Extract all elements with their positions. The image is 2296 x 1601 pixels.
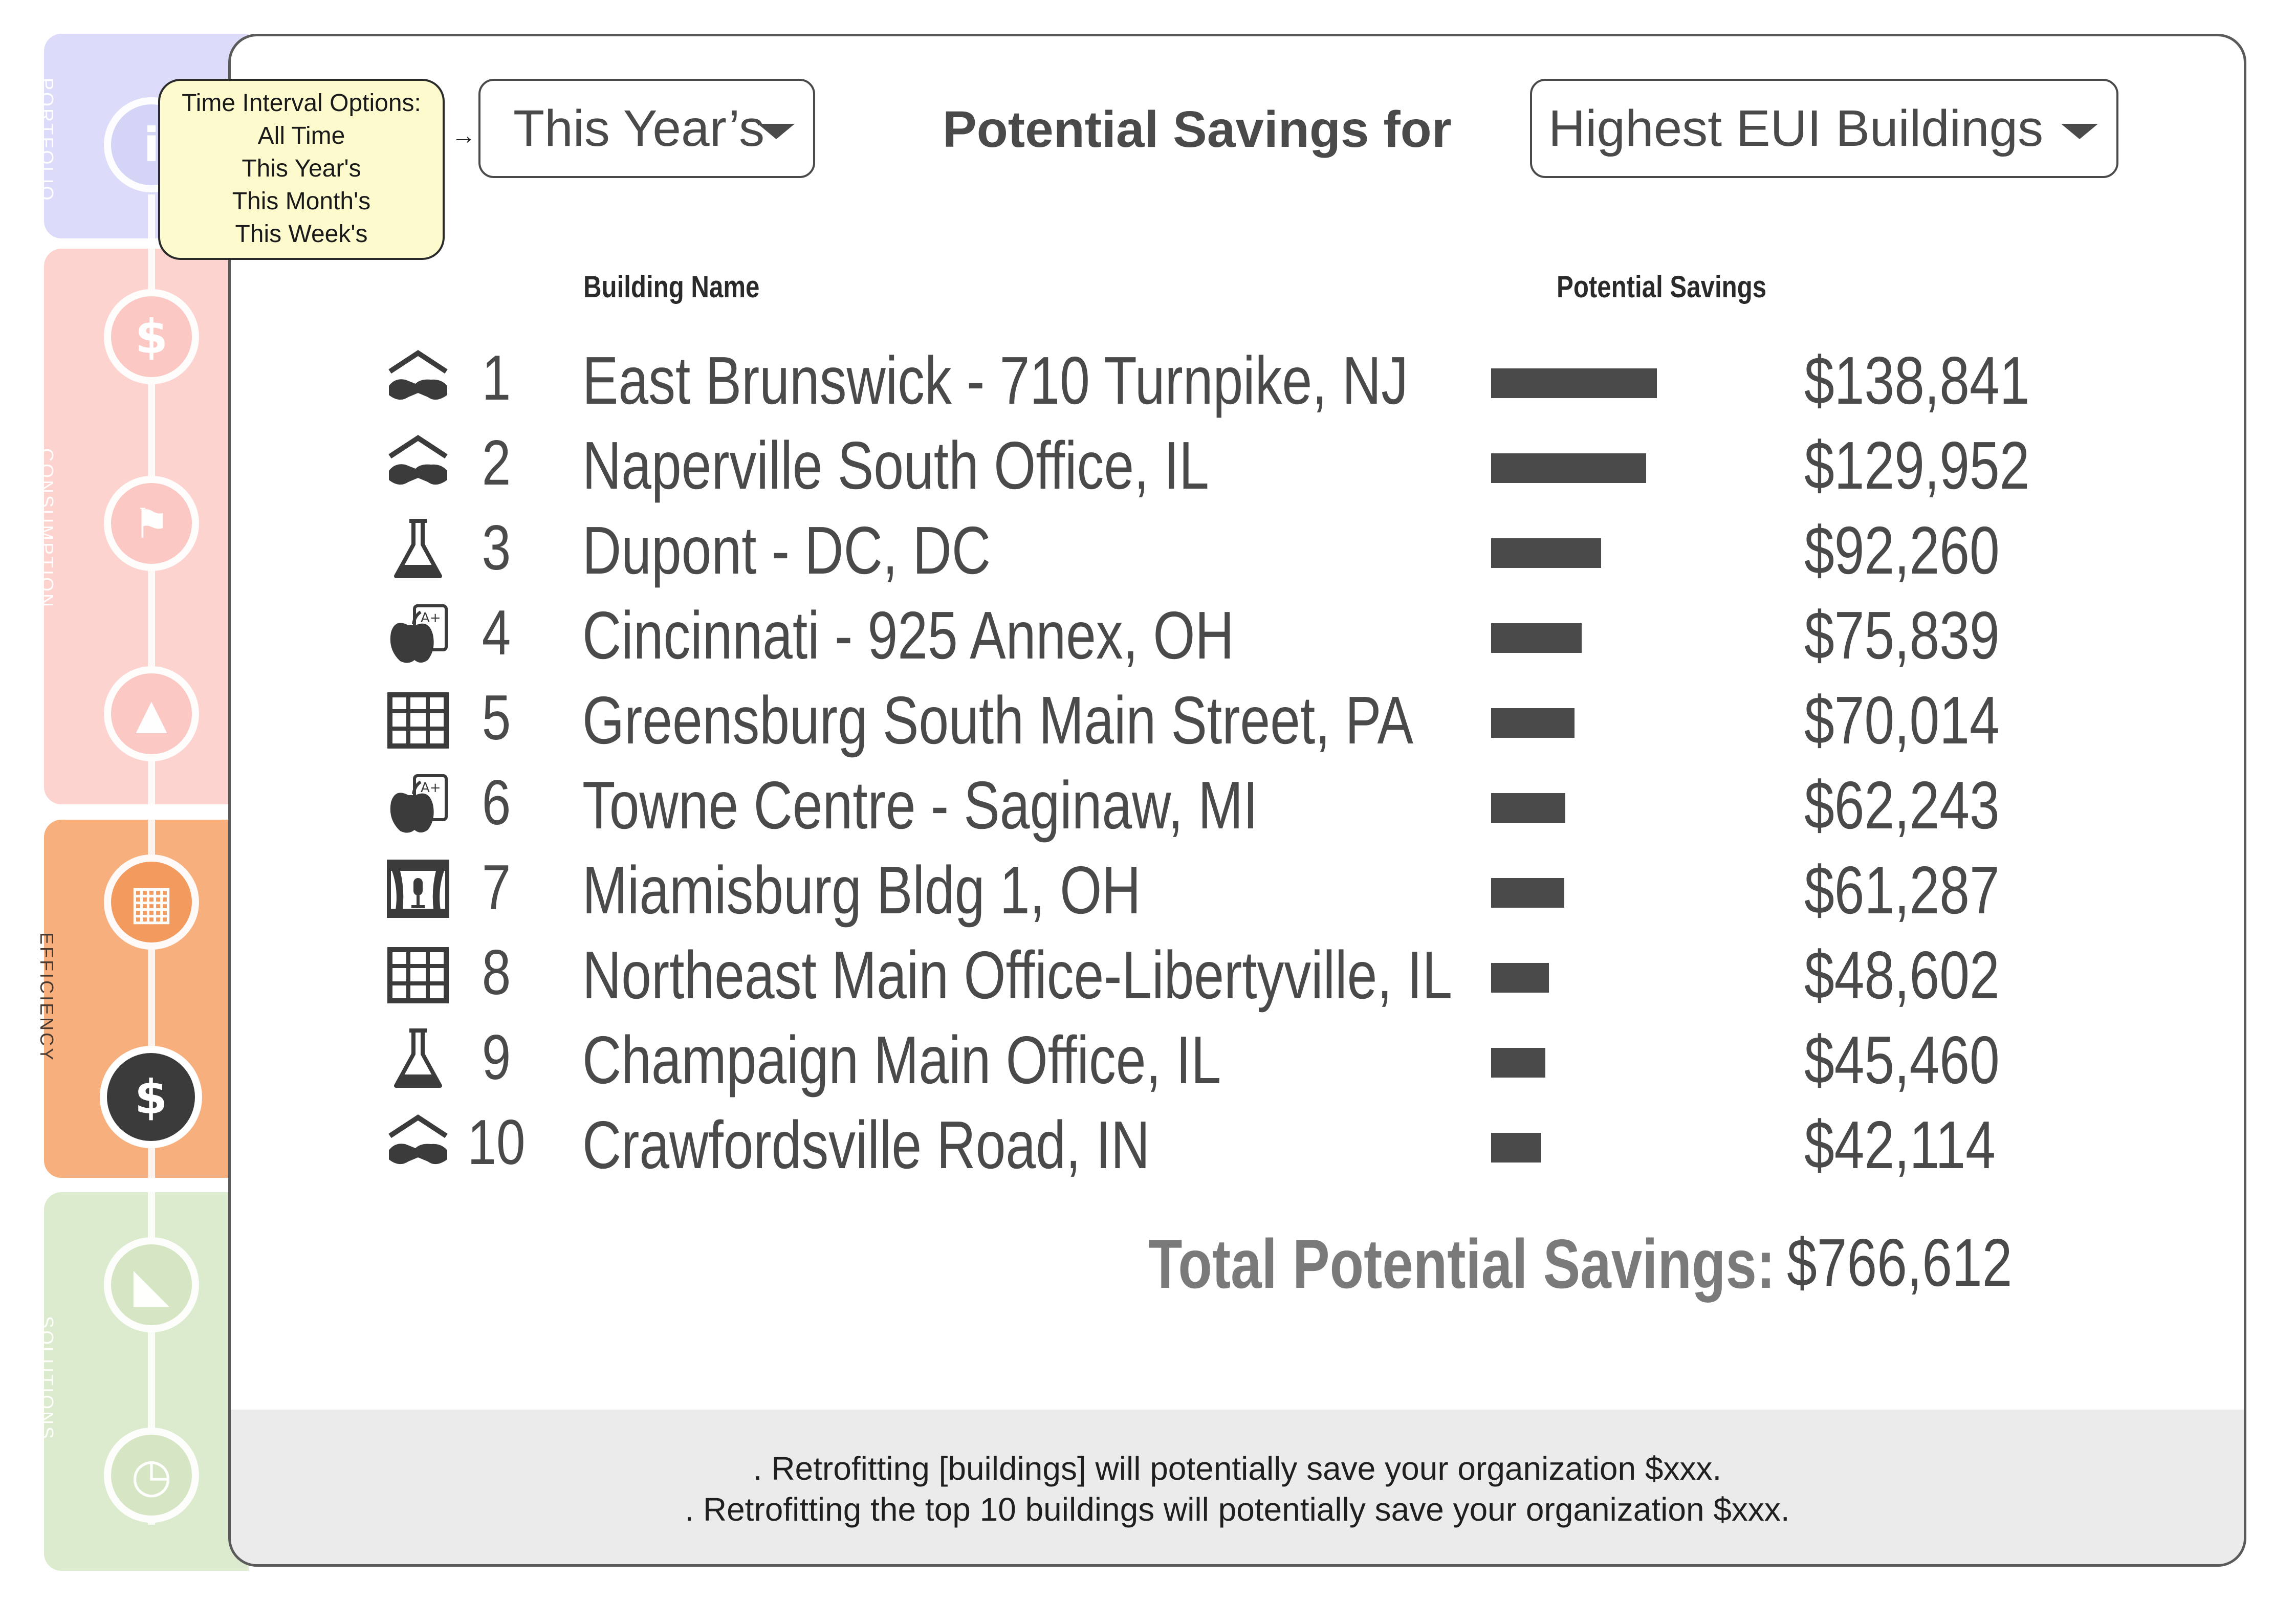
tooltip-option: This Week's	[235, 221, 368, 248]
savings-bar	[1491, 538, 1601, 568]
tooltip-option: This Month's	[232, 188, 371, 215]
savings-bar	[1491, 1048, 1545, 1078]
nav-label-portfolio: PORTFOLIO	[36, 78, 57, 203]
savings-bar	[1491, 708, 1575, 738]
building-name[interactable]: Towne Centre - Saginaw, MI	[582, 767, 1258, 843]
handshake-icon	[385, 431, 451, 497]
chevron-down-icon	[2061, 124, 2098, 139]
savings-bar	[1491, 623, 1582, 653]
building-name[interactable]: Champaign Main Office, IL	[582, 1022, 1221, 1098]
savings-bar	[1491, 878, 1564, 908]
time-interval-dropdown[interactable]: This Year’s	[478, 79, 815, 178]
table-row[interactable]: A+ 4 Cincinnati - 925 Annex, OH $75,839	[0, 594, 2296, 675]
tooltip-title: Time Interval Options:	[182, 90, 421, 117]
table-row[interactable]: 8 Northeast Main Office-Libertyville, IL $…	[0, 933, 2296, 1015]
savings-value: $42,114	[1804, 1107, 1996, 1182]
theater-stage-icon	[385, 856, 451, 922]
chart-icon[interactable]: ◣	[104, 1237, 199, 1332]
tooltip-arrow-icon: →	[451, 122, 476, 149]
savings-bar	[1491, 453, 1646, 483]
savings-value: $75,839	[1804, 598, 2000, 673]
row-rank: 5	[482, 683, 511, 753]
building-set-dropdown[interactable]: Highest EUI Buildings	[1530, 79, 2118, 178]
row-rank: 8	[482, 937, 511, 1008]
row-rank: 10	[467, 1107, 526, 1178]
column-header-building: Building Name	[583, 270, 760, 304]
savings-value: $129,952	[1804, 428, 2030, 503]
table-row[interactable]: 7 Miamisburg Bldg 1, OH $61,287	[0, 848, 2296, 930]
total-label: Total Potential Savings:	[1148, 1225, 1776, 1303]
row-rank: 2	[482, 428, 511, 498]
page-title: Potential Savings for	[943, 101, 1452, 158]
building-name[interactable]: Northeast Main Office-Libertyville, IL	[582, 937, 1453, 1013]
savings-bar	[1491, 1133, 1541, 1163]
building-name[interactable]: Miamisburg Bldg 1, OH	[582, 852, 1141, 928]
building-name[interactable]: Crawfordsville Road, IN	[582, 1107, 1150, 1182]
nav-label-solutions: SOLUTIONS	[36, 1316, 57, 1441]
row-rank: 1	[482, 343, 511, 413]
savings-bar	[1491, 963, 1549, 993]
savings-bar	[1491, 793, 1565, 823]
savings-value: $45,460	[1804, 1022, 2000, 1098]
table-row[interactable]: A+ 6 Towne Centre - Saginaw, MI $62,243	[0, 763, 2296, 845]
savings-value: $48,602	[1804, 937, 2000, 1013]
clock-icon[interactable]: ◷	[104, 1428, 199, 1523]
table-row[interactable]: 2 Naperville South Office, IL $129,952	[0, 424, 2296, 506]
table-row[interactable]: 5 Greensburg South Main Street, PA $70,014	[0, 678, 2296, 760]
chevron-down-icon	[758, 124, 795, 139]
savings-value: $70,014	[1804, 683, 2000, 758]
row-rank: 9	[482, 1022, 511, 1093]
building-name[interactable]: Naperville South Office, IL	[582, 428, 1209, 503]
row-rank: 7	[482, 852, 511, 923]
office-building-icon	[385, 686, 451, 752]
savings-bar	[1491, 368, 1657, 398]
time-interval-value: This Year’s	[513, 99, 765, 157]
building-name[interactable]: Cincinnati - 925 Annex, OH	[582, 598, 1234, 673]
tooltip-option: All Time	[257, 122, 345, 149]
total-value: $766,612	[1787, 1225, 2013, 1300]
footer-line-1: . Retrofitting [buildings] will potentia…	[753, 1450, 1722, 1487]
apple-grade-icon: A+	[385, 601, 451, 667]
svg-text:A+: A+	[421, 780, 441, 796]
table-row[interactable]: 9 Champaign Main Office, IL $45,460	[0, 1018, 2296, 1100]
row-rank: 6	[482, 767, 511, 838]
row-rank: 3	[482, 513, 511, 583]
column-header-savings: Potential Savings	[1557, 270, 1767, 304]
building-name[interactable]: East Brunswick - 710 Turnpike, NJ	[582, 343, 1408, 418]
flask-icon	[385, 516, 451, 582]
office-building-icon	[385, 940, 451, 1007]
main-panel: . Retrofitting [buildings] will potentia…	[228, 34, 2246, 1567]
row-rank: 4	[482, 598, 511, 668]
handshake-icon	[385, 346, 451, 412]
apple-grade-icon: A+	[385, 771, 451, 837]
flask-icon	[385, 1025, 451, 1092]
time-interval-tooltip: Time Interval Options: All Time This Yea…	[158, 79, 445, 260]
table-row[interactable]: 3 Dupont - DC, DC $92,260	[0, 509, 2296, 590]
svg-text:A+: A+	[421, 610, 441, 626]
table-row[interactable]: 1 East Brunswick - 710 Turnpike, NJ $138,8…	[0, 339, 2296, 421]
building-name[interactable]: Dupont - DC, DC	[582, 513, 991, 588]
savings-value: $61,287	[1804, 852, 2000, 928]
tooltip-option: This Year's	[242, 155, 361, 182]
footer-line-2: . Retrofitting the top 10 buildings will…	[685, 1491, 1790, 1528]
savings-value: $62,243	[1804, 767, 2000, 843]
building-name[interactable]: Greensburg South Main Street, PA	[582, 683, 1413, 758]
table-row[interactable]: 10 Crawfordsville Road, IN $42,114	[0, 1103, 2296, 1185]
footer-notes: . Retrofitting [buildings] will potentia…	[231, 1410, 2244, 1564]
savings-value: $92,260	[1804, 513, 2000, 588]
building-set-value: Highest EUI Buildings	[1548, 99, 2044, 157]
savings-value: $138,841	[1804, 343, 2030, 418]
handshake-icon	[385, 1110, 451, 1177]
